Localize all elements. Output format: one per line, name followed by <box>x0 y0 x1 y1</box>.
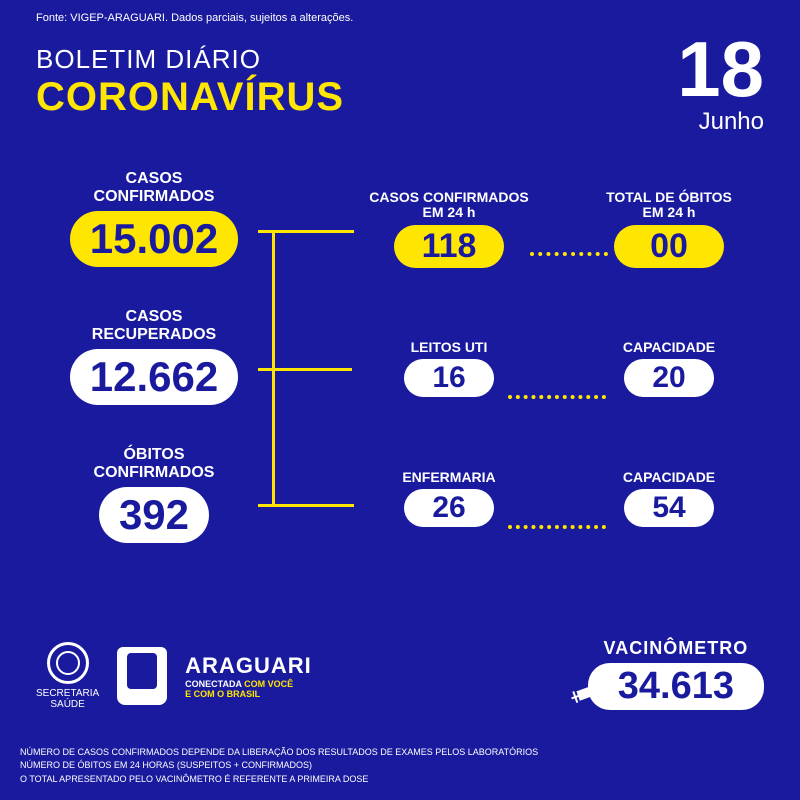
date-block: 18 Junho <box>677 30 764 136</box>
secretaria-line1: SECRETARIA <box>36 688 99 699</box>
footer-logos: SECRETARIA SAÚDE ARAGUARI CONECTADA COM … <box>36 642 312 710</box>
header-line1: BOLETIM DIÁRIO <box>36 44 344 75</box>
row-24h: CASOS CONFIRMADOSEM 24 h 118 TOTAL DE ÓB… <box>354 190 764 268</box>
connector-dots <box>508 395 606 399</box>
stat-deaths-label: ÓBITOSCONFIRMADOS <box>44 446 264 483</box>
connector-dots <box>508 525 606 529</box>
uti-capacity: CAPACIDADE 20 <box>574 340 764 397</box>
uti-capacity-label: CAPACIDADE <box>574 340 764 355</box>
footnote-1: NÚMERO DE CASOS CONFIRMADOS DEPENDE DA L… <box>20 746 538 760</box>
stat-deaths: ÓBITOSCONFIRMADOS 392 <box>44 446 264 543</box>
date-day: 18 <box>677 30 764 108</box>
footnote-3: O TOTAL APRESENTADO PELO VACINÔMETRO É R… <box>20 773 538 787</box>
uti-capacity-value: 20 <box>624 359 714 397</box>
footnotes: NÚMERO DE CASOS CONFIRMADOS DEPENDE DA L… <box>20 746 538 787</box>
connector-line <box>272 368 352 371</box>
ward-capacity-value: 54 <box>624 489 714 527</box>
header-title: BOLETIM DIÁRIO CORONAVÍRUS <box>36 44 344 120</box>
city-crest-icon <box>117 647 167 705</box>
footnote-2: NÚMERO DE ÓBITOS EM 24 HORAS (SUSPEITOS … <box>20 759 538 773</box>
uti-beds-value: 16 <box>404 359 494 397</box>
ward-beds-label: ENFERMARIA <box>354 470 544 485</box>
connector-line <box>258 504 354 507</box>
uti-beds: LEITOS UTI 16 <box>354 340 544 397</box>
city-text: ARAGUARI CONECTADA COM VOCÊ E COM O BRAS… <box>185 653 312 699</box>
stat-recovered: CASOSRECUPERADOS 12.662 <box>44 308 264 405</box>
cases-24h-label: CASOS CONFIRMADOSEM 24 h <box>354 190 544 221</box>
stat-recovered-label: CASOSRECUPERADOS <box>44 308 264 345</box>
deaths-24h-label: TOTAL DE ÓBITOSEM 24 h <box>574 190 764 221</box>
city-name: ARAGUARI <box>185 653 312 679</box>
source-text: Fonte: VIGEP-ARAGUARI. Dados parciais, s… <box>36 12 353 24</box>
stat-confirmed-value: 15.002 <box>70 211 238 267</box>
deaths-24h: TOTAL DE ÓBITOSEM 24 h 00 <box>574 190 764 268</box>
ward-capacity: CAPACIDADE 54 <box>574 470 764 527</box>
stat-recovered-value: 12.662 <box>70 349 238 405</box>
cases-24h: CASOS CONFIRMADOSEM 24 h 118 <box>354 190 544 268</box>
ward-capacity-label: CAPACIDADE <box>574 470 764 485</box>
row-ward: ENFERMARIA 26 CAPACIDADE 54 <box>354 470 764 527</box>
secretaria-icon <box>47 642 89 684</box>
uti-beds-label: LEITOS UTI <box>354 340 544 355</box>
vaccinometer-value: 34.613 <box>588 663 764 710</box>
stat-confirmed-label: CASOSCONFIRMADOS <box>44 170 264 207</box>
stat-deaths-value: 392 <box>99 487 209 543</box>
deaths-24h-value: 00 <box>614 225 724 268</box>
city-slogan: CONECTADA COM VOCÊ E COM O BRASIL <box>185 679 312 699</box>
header-line2: CORONAVÍRUS <box>36 75 344 120</box>
row-uti: LEITOS UTI 16 CAPACIDADE 20 <box>354 340 764 397</box>
slogan-post: E COM O BRASIL <box>185 689 260 699</box>
connector-line <box>258 230 354 233</box>
connector-dots <box>530 252 608 256</box>
slogan-pre: CONECTADA <box>185 679 244 689</box>
vaccinometer: VACINÔMETRO 34.613 <box>588 638 764 710</box>
secretaria-line2: SAÚDE <box>36 699 99 710</box>
slogan-mid: COM VOCÊ <box>244 679 293 689</box>
stat-confirmed: CASOSCONFIRMADOS 15.002 <box>44 170 264 267</box>
ward-beds-value: 26 <box>404 489 494 527</box>
vaccinometer-label: VACINÔMETRO <box>588 638 764 659</box>
secretaria-logo: SECRETARIA SAÚDE <box>36 642 99 710</box>
cases-24h-value: 118 <box>394 225 504 268</box>
ward-beds: ENFERMARIA 26 <box>354 470 544 527</box>
